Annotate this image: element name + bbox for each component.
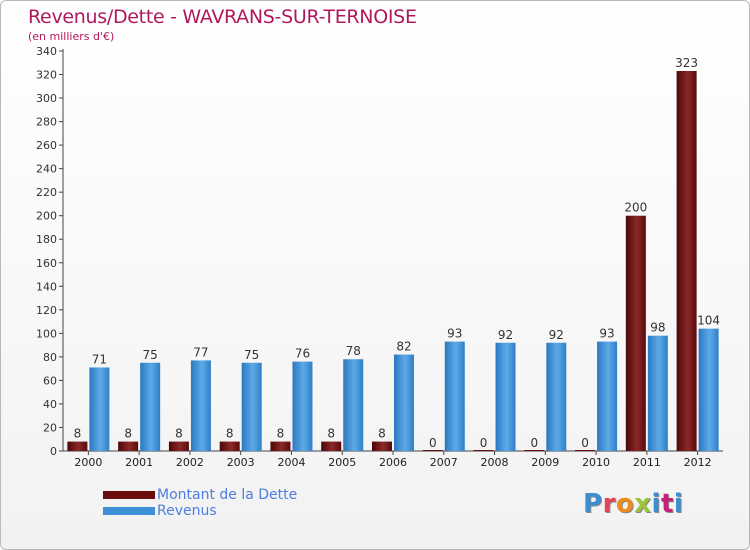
data-label-dette: 8 [124,427,132,441]
bar-revenus [190,360,211,451]
data-label-dette: 8 [226,427,234,441]
legend-label-revenus: Revenus [157,503,217,519]
bar-revenus [292,361,313,451]
bar-revenus [140,362,161,451]
bar-revenus [241,362,262,451]
data-label-dette: 8 [74,427,82,441]
data-label-dette: 200 [624,201,647,215]
y-tick-label: 120 [36,304,57,317]
x-axis: 2000 2001 2002 2003 2004 2005 2006 2007 2008 2009… [63,450,723,469]
data-label-revenus: 92 [498,328,513,342]
data-label-revenus: 71 [92,352,107,366]
data-label-dette: 323 [675,56,698,70]
bars [67,71,719,451]
x-tick-label: 2000 [74,456,102,469]
data-label-dette: 0 [480,436,488,450]
x-tick-label: 2003 [227,456,255,469]
bar-revenus [495,342,516,451]
y-tick-label: 20 [43,421,57,434]
x-tick-label: 2001 [125,456,153,469]
bar-revenus [597,341,618,451]
data-label-dette: 0 [429,436,437,450]
data-label-revenus: 77 [193,345,208,359]
x-tick-label: 2004 [277,456,305,469]
data-label-revenus: 78 [346,344,361,358]
data-label-dette: 8 [175,427,183,441]
bar-revenus [698,328,719,451]
data-label-dette: 8 [277,427,285,441]
bar-dette [321,441,342,451]
bar-revenus [343,359,364,451]
bar-revenus [444,341,465,451]
data-label-dette: 8 [327,427,335,441]
bar-dette [625,215,646,451]
data-label-dette: 0 [530,436,538,450]
y-tick-label: 260 [36,139,57,152]
x-tick-label: 2007 [430,456,458,469]
data-label-revenus: 93 [447,327,462,341]
bar-dette [219,441,240,451]
legend-label-dette: Montant de la Dette [157,487,298,503]
data-label-revenus: 92 [549,328,564,342]
bar-dette [118,441,139,451]
y-tick-label: 140 [36,280,57,293]
y-tick-label: 300 [36,92,57,105]
y-tick-label: 280 [36,116,57,129]
x-tick-label: 2006 [379,456,407,469]
y-tick-label: 160 [36,257,57,270]
data-label-revenus: 98 [650,321,665,335]
y-tick-label: 320 [36,69,57,82]
data-label-dette: 8 [378,427,386,441]
y-tick-label: 60 [43,374,57,387]
bar-dette [676,71,697,451]
bar-revenus [89,367,110,451]
y-tick-label: 180 [36,233,57,246]
data-label-revenus: 93 [599,327,614,341]
bar-dette [270,441,291,451]
data-label-dette: 0 [581,436,589,450]
proxiti-logo: Proxiti [583,489,684,519]
y-tick-label: 40 [43,398,57,411]
x-tick-label: 2008 [481,456,509,469]
legend-item-dette: Montant de la Dette [103,487,297,503]
y-tick-label: 340 [36,45,57,58]
y-tick-label: 100 [36,327,57,340]
bar-dette [168,441,189,451]
y-tick-label: 200 [36,210,57,223]
data-label-revenus: 104 [697,314,720,328]
legend: Montant de la Dette Revenus [103,487,297,519]
y-tick-label: 220 [36,186,57,199]
legend-swatch-revenus [103,507,155,515]
x-tick-label: 2012 [684,456,712,469]
bar-dette [372,441,392,451]
x-tick-label: 2005 [328,456,356,469]
x-tick-label: 2002 [176,456,204,469]
y-tick-label: 0 [50,445,57,458]
y-tick-label: 240 [36,163,57,176]
bar-revenus [546,342,567,451]
chart-title: Revenus/Dette - WAVRANS-SUR-TERNOISE [28,6,417,28]
bar-revenus [647,335,668,451]
data-label-revenus: 82 [396,340,411,354]
x-tick-label: 2010 [582,456,610,469]
y-tick-label: 80 [43,351,57,364]
bar-revenus [394,354,414,451]
data-labels: 8 71 8 75 8 77 8 75 8 76 8 78 8 82 0 93 0 92 0 92 0 93 200 98 32… [74,56,721,450]
x-tick-label: 2011 [633,456,661,469]
bar-dette [67,441,88,451]
data-label-revenus: 75 [244,348,259,362]
chart-subtitle: (en milliers d'€) [28,30,115,43]
y-axis: 0 20 40 60 80 100 120 140 160 180 200 220 240 260 280 3… [36,45,64,458]
legend-swatch-dette [103,491,155,499]
data-label-revenus: 75 [143,348,158,362]
x-tick-label: 2009 [531,456,559,469]
data-label-revenus: 76 [295,347,310,361]
legend-item-revenus: Revenus [103,503,297,519]
